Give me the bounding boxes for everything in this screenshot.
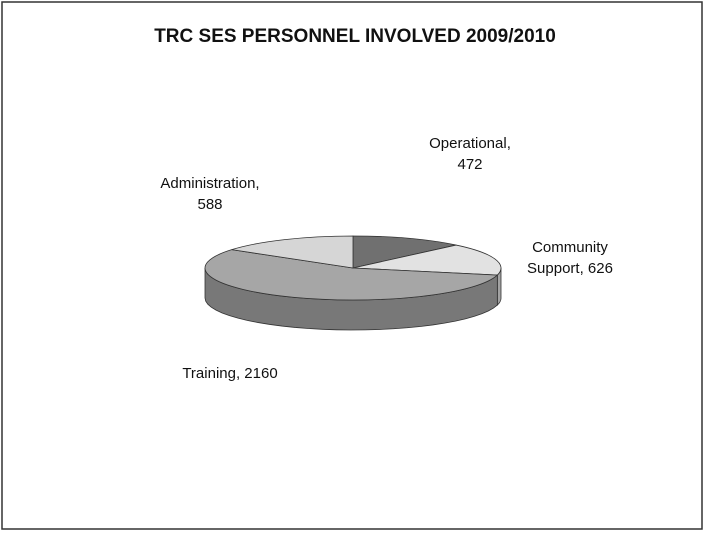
data-label: Training, 2160 xyxy=(182,365,277,382)
data-label-line: 472 xyxy=(457,156,482,173)
data-label: Operational, 472 xyxy=(429,135,511,173)
data-label-line: Training, 2160 xyxy=(182,365,277,382)
data-label-line: Support, 626 xyxy=(527,260,613,277)
data-label-line: 588 xyxy=(197,196,222,213)
data-label-line: Community xyxy=(532,239,608,256)
data-label: Administration, 588 xyxy=(160,175,259,213)
pie-slice xyxy=(352,244,502,276)
pie-slice xyxy=(231,235,354,269)
pie-slice xyxy=(352,235,457,269)
chart-title: TRC SES PERSONNEL INVOLVED 2009/2010 xyxy=(154,26,556,47)
data-label-line: Operational, xyxy=(429,135,511,152)
data-label-line: Administration, xyxy=(160,175,259,192)
data-label: Community Support, 626 xyxy=(527,239,613,277)
pie-slice xyxy=(204,249,499,301)
